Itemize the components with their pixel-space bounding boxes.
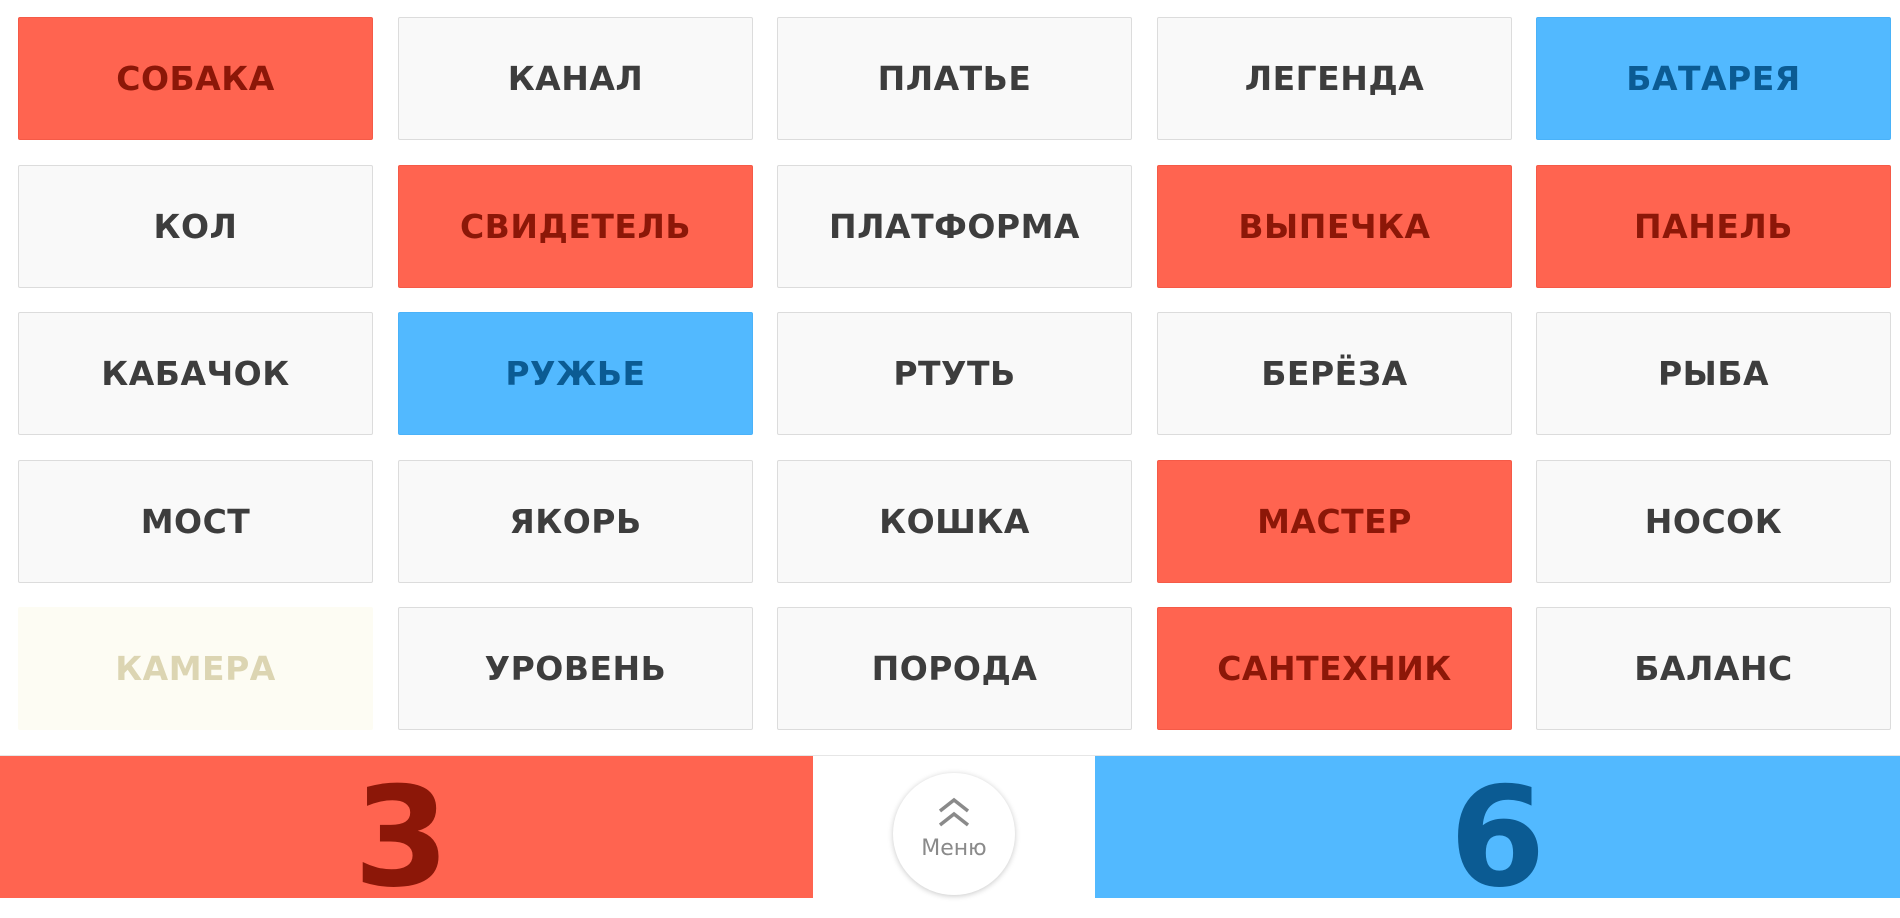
menu-label: Меню	[921, 836, 987, 861]
word-card[interactable]: СВИДЕТЕЛЬ	[398, 165, 753, 288]
word-card[interactable]: БЕРЁЗА	[1157, 312, 1512, 435]
word-card[interactable]: СОБАКА	[18, 17, 373, 140]
word-card[interactable]: МАСТЕР	[1157, 460, 1512, 583]
word-card[interactable]: ПАНЕЛЬ	[1536, 165, 1891, 288]
word-card[interactable]: САНТЕХНИК	[1157, 607, 1512, 730]
score-bar: 3 Меню 6	[0, 755, 1900, 907]
word-card[interactable]: ЛЕГЕНДА	[1157, 17, 1512, 140]
word-card[interactable]: ПОРОДА	[777, 607, 1132, 730]
word-card[interactable]: РЫБА	[1536, 312, 1891, 435]
blue-team-score-panel: 6	[1095, 756, 1900, 907]
menu-button[interactable]: Меню	[893, 773, 1015, 895]
word-card[interactable]: НОСОК	[1536, 460, 1891, 583]
red-team-score: 3	[353, 757, 450, 918]
word-card[interactable]: КАБАЧОК	[18, 312, 373, 435]
red-team-score-panel: 3	[0, 756, 813, 907]
word-card[interactable]: КОЛ	[18, 165, 373, 288]
word-card[interactable]: КАНАЛ	[398, 17, 753, 140]
word-card[interactable]: РУЖЬЕ	[398, 312, 753, 435]
word-card[interactable]: УРОВЕНЬ	[398, 607, 753, 730]
blue-team-score: 6	[1449, 757, 1546, 918]
word-card[interactable]: КАМЕРА	[18, 607, 373, 730]
word-card[interactable]: БАТАРЕЯ	[1536, 17, 1891, 140]
word-card[interactable]: ВЫПЕЧКА	[1157, 165, 1512, 288]
game-board: СОБАКА КАНАЛ ПЛАТЬЕ ЛЕГЕНДА БАТАРЕЯ КОЛ СВИДЕТ…	[18, 17, 1891, 730]
word-card[interactable]: ПЛАТЬЕ	[777, 17, 1132, 140]
word-card[interactable]: МОСТ	[18, 460, 373, 583]
double-chevron-up-icon	[938, 797, 970, 827]
word-card[interactable]: ЯКОРЬ	[398, 460, 753, 583]
word-card[interactable]: БАЛАНС	[1536, 607, 1891, 730]
word-card[interactable]: КОШКА	[777, 460, 1132, 583]
word-card[interactable]: РТУТЬ	[777, 312, 1132, 435]
word-card[interactable]: ПЛАТФОРМА	[777, 165, 1132, 288]
